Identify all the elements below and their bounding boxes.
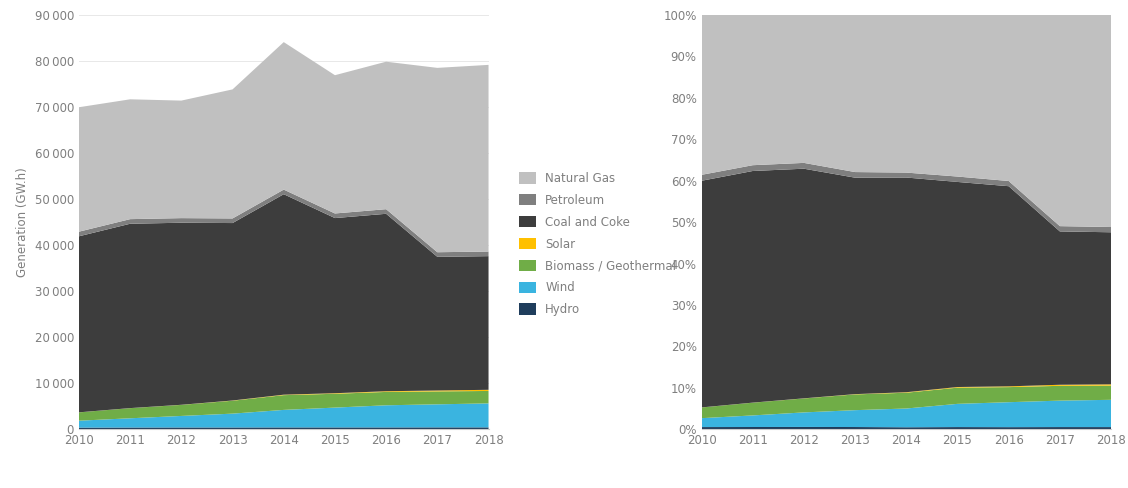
Y-axis label: Generation (GW.h): Generation (GW.h) — [16, 167, 29, 277]
Legend: Natural Gas, Petroleum, Coal and Coke, Solar, Biomass / Geothermal, Wind, Hydro: Natural Gas, Petroleum, Coal and Coke, S… — [519, 172, 676, 316]
